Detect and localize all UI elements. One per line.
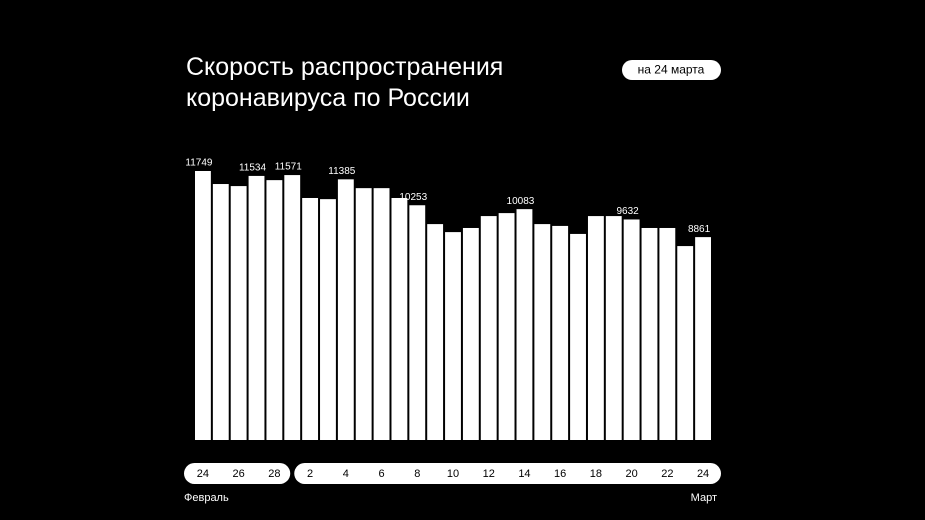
bar xyxy=(498,213,515,440)
bar xyxy=(302,197,319,440)
bar xyxy=(605,216,622,440)
bar xyxy=(409,205,426,440)
x-tick-label: 6 xyxy=(378,468,384,480)
x-tick-label: 24 xyxy=(697,468,709,480)
axis-pill xyxy=(184,463,291,484)
bar xyxy=(266,180,283,441)
bar xyxy=(284,175,301,440)
x-tick-label: 12 xyxy=(483,468,495,480)
x-tick-label: 20 xyxy=(625,468,637,480)
bar xyxy=(337,179,354,440)
data-label: 11749 xyxy=(185,158,213,169)
bar xyxy=(480,216,497,440)
bar xyxy=(695,237,711,440)
x-tick-label: 16 xyxy=(554,468,566,480)
data-label: 10083 xyxy=(507,196,535,207)
bar xyxy=(641,227,658,440)
bar xyxy=(516,209,533,440)
bar xyxy=(320,199,336,440)
x-tick-label: 4 xyxy=(343,468,349,480)
bar xyxy=(570,233,586,440)
bar xyxy=(462,227,479,440)
bar xyxy=(230,186,247,440)
bar xyxy=(355,188,372,440)
date-badge xyxy=(622,60,721,80)
bar xyxy=(677,246,694,440)
x-tick-label: 10 xyxy=(447,468,459,480)
data-label: 9632 xyxy=(616,206,639,217)
x-tick-label: 18 xyxy=(590,468,602,480)
bar xyxy=(195,171,211,440)
bar xyxy=(587,216,604,440)
bar xyxy=(248,175,265,440)
x-tick-label: 26 xyxy=(233,468,245,480)
bar xyxy=(552,225,569,440)
data-label: 8861 xyxy=(688,224,711,235)
x-tick-label: 2 xyxy=(307,468,313,480)
bar xyxy=(373,188,390,440)
bar xyxy=(427,224,444,440)
bar xyxy=(623,219,640,440)
axis-pill xyxy=(294,463,721,484)
chart-subtitle: на 24 марта xyxy=(638,63,705,77)
bar xyxy=(659,227,676,440)
x-tick-label: 22 xyxy=(661,468,673,480)
bar xyxy=(212,184,229,440)
x-tick-label: 28 xyxy=(268,468,280,480)
month-label: Март xyxy=(691,492,717,504)
data-label: 10253 xyxy=(399,192,427,203)
bar xyxy=(445,232,461,440)
bar xyxy=(391,197,408,440)
data-label: 11571 xyxy=(275,162,303,173)
bar xyxy=(534,224,551,440)
x-tick-label: 24 xyxy=(197,468,209,480)
x-tick-label: 8 xyxy=(414,468,420,480)
chart-title: Скорость распространения коронавируса по… xyxy=(186,53,504,112)
x-tick-label: 14 xyxy=(518,468,530,480)
data-label: 11534 xyxy=(239,163,267,174)
month-label: Февраль xyxy=(184,492,229,504)
data-label: 11385 xyxy=(328,166,356,177)
